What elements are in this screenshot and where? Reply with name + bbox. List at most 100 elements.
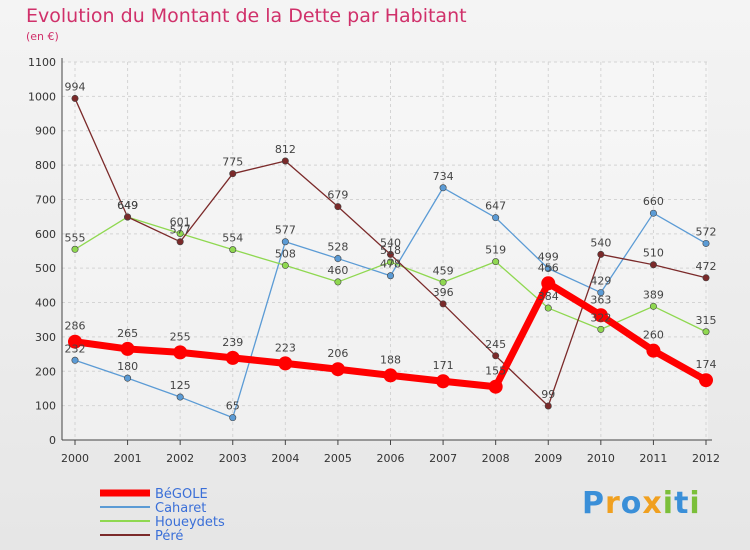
data-label: 396 [433,286,454,299]
data-label: 286 [65,320,86,333]
legend-label: Caharet [155,501,206,516]
data-label: 223 [275,341,296,354]
data-label: 528 [327,241,348,254]
data-label: 255 [170,330,191,343]
y-tick-label: 500 [35,262,56,275]
data-label: 363 [590,293,611,306]
data-point [173,345,188,360]
data-point [383,368,398,383]
y-tick-label: 400 [35,297,56,310]
data-label: 519 [485,244,506,257]
data-point [124,213,132,221]
data-label: 472 [696,260,717,273]
brand-letter: o [620,486,643,521]
data-label: 180 [117,360,138,373]
data-label: 660 [643,195,664,208]
data-point [649,302,657,310]
data-point [646,343,661,358]
data-label: 459 [433,264,454,277]
data-point [439,278,447,286]
data-label: 125 [170,379,191,392]
data-label: 540 [590,236,611,249]
data-point [278,356,293,371]
data-label: 245 [485,338,506,351]
data-point [330,362,345,377]
data-point [492,214,500,222]
data-label: 389 [643,288,664,301]
data-point [281,261,289,269]
data-label: 206 [327,347,348,360]
y-tick-label: 1000 [28,90,56,103]
x-tick-label: 2007 [429,452,457,465]
data-point [649,261,657,269]
data-point [492,258,500,266]
data-point [334,255,342,263]
data-point [386,258,394,266]
x-tick-label: 2003 [219,452,247,465]
y-tick-label: 0 [49,434,56,447]
y-tick-label: 1100 [28,56,56,69]
data-point [229,170,237,178]
data-point [71,356,79,364]
data-point [597,325,605,333]
x-tick-label: 2008 [482,452,510,465]
x-tick-label: 2001 [114,452,142,465]
data-label: 555 [65,231,86,244]
brand-letter: i [662,486,675,521]
y-tick-label: 700 [35,193,56,206]
brand-letter: i [689,486,701,521]
x-tick-label: 2005 [324,452,352,465]
chart-unit: (en €) [26,30,59,43]
data-label: 65 [226,400,240,413]
brand-letter: P [582,486,605,521]
data-label: 315 [696,314,717,327]
data-point [68,334,82,349]
data-label: 572 [696,225,717,238]
brand-letter: x [642,486,663,521]
data-point [281,157,289,165]
data-label: 99 [541,388,555,401]
data-point [597,289,605,297]
data-point [176,393,184,401]
data-point [488,379,503,394]
data-point [229,414,237,422]
data-point [225,350,240,365]
data-label: 384 [538,290,559,303]
data-point [176,238,184,246]
data-point [649,209,657,217]
x-tick-label: 2000 [61,452,89,465]
y-tick-label: 800 [35,159,56,172]
data-point [702,274,710,282]
data-point [541,276,556,291]
brand-letter: t [674,486,690,521]
data-label: 174 [696,358,717,371]
data-point [124,374,132,382]
data-point [120,341,135,356]
data-label: 232 [65,342,86,355]
data-point [176,229,184,237]
legend-label: BéGOLE [155,487,208,502]
data-point [544,304,552,312]
data-label: 601 [170,215,191,228]
data-label: 499 [538,251,559,264]
data-point [544,402,552,410]
data-point [71,245,79,253]
data-label: 577 [275,224,296,237]
data-point [386,272,394,280]
data-point [593,308,608,323]
x-tick-label: 2002 [166,452,194,465]
brand-logo: Proxiti [582,486,701,521]
data-point [439,300,447,308]
data-point [702,328,710,336]
data-label: 734 [433,170,454,183]
data-label: 577 [170,224,191,237]
data-label: 508 [275,247,296,260]
x-tick-label: 2006 [377,452,405,465]
x-tick-label: 2011 [639,452,667,465]
data-label: 540 [380,236,401,249]
data-point [229,246,237,254]
brand-letter: r [605,486,621,521]
data-label: 510 [643,247,664,260]
legend-label: Péré [155,529,183,544]
